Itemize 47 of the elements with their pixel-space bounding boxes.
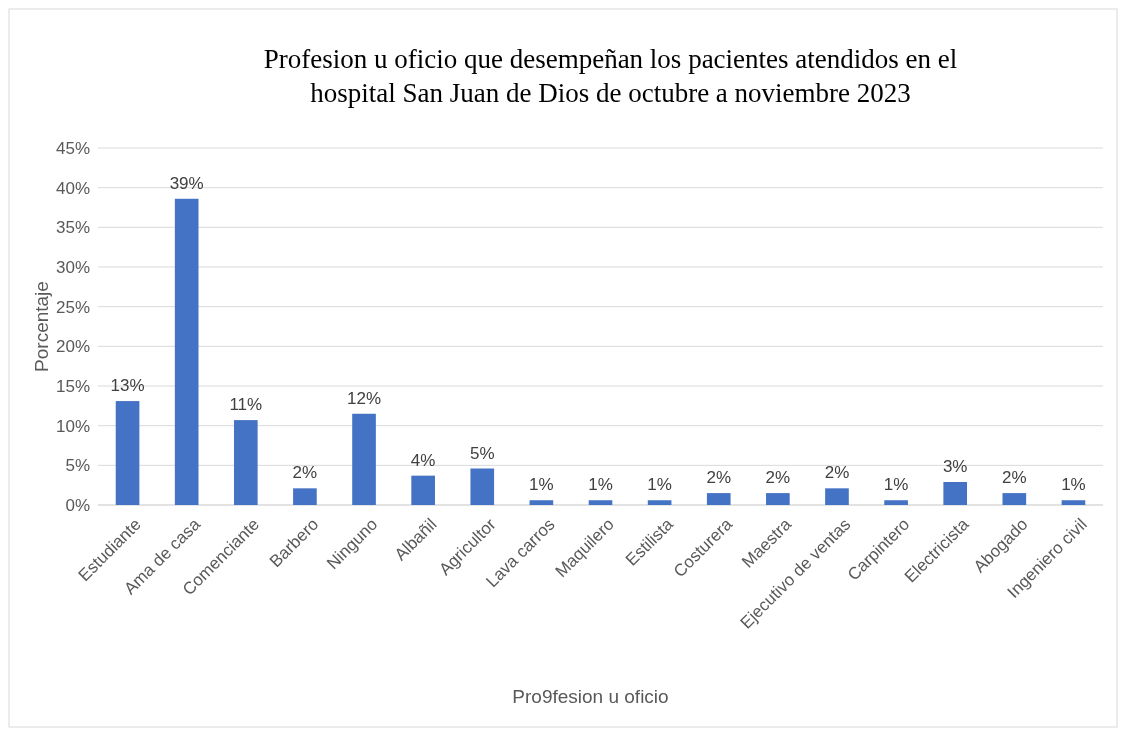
bar [174, 198, 199, 505]
y-axis-title: Porcentaje [31, 281, 52, 372]
y-tick-label: 5% [65, 456, 90, 476]
bar [647, 500, 672, 505]
x-axis-title: Pro9fesion u oficio [512, 686, 669, 707]
data-label: 1% [647, 475, 672, 495]
data-label: 1% [529, 475, 554, 495]
data-label: 13% [110, 376, 145, 396]
bar [706, 493, 731, 505]
y-tick-label: 10% [55, 416, 90, 436]
bar [529, 500, 554, 505]
data-label: 2% [765, 468, 791, 488]
bar [1061, 500, 1086, 505]
bar [411, 475, 435, 505]
bar [293, 488, 317, 505]
bar [352, 413, 376, 505]
y-tick-label: 35% [55, 218, 90, 238]
bar [115, 401, 140, 505]
data-label: 2% [1002, 468, 1027, 488]
data-label: 5% [469, 443, 495, 463]
y-tick-label: 15% [55, 376, 90, 396]
bar [1002, 493, 1027, 505]
bar [766, 493, 790, 505]
data-label: 1% [883, 475, 909, 495]
data-label: 2% [824, 463, 850, 483]
y-tick-label: 40% [55, 178, 90, 198]
chart-title: Profesion u oficio que desempeñan los pacientes atendidos en el hospital San Juan de Dios de octubre a noviembre 2023 [263, 44, 958, 108]
bar [588, 500, 613, 505]
data-label: 39% [169, 173, 204, 193]
y-tick-label: 20% [55, 337, 90, 357]
y-tick-label: 30% [55, 257, 90, 277]
data-label: 4% [410, 450, 436, 470]
data-label: 1% [1061, 475, 1086, 495]
data-label: 3% [942, 456, 968, 476]
bar [470, 468, 495, 505]
y-tick-label: 25% [55, 297, 90, 317]
bar [233, 420, 258, 505]
data-label: 11% [229, 395, 263, 415]
bar [825, 488, 849, 505]
y-tick-label: 45% [55, 138, 90, 158]
bar [884, 500, 908, 505]
y-tick-label: 0% [65, 495, 90, 515]
bar [943, 481, 968, 505]
data-label: 2% [292, 463, 318, 483]
data-label: 2% [706, 468, 732, 488]
data-label: 1% [588, 475, 613, 495]
data-label: 12% [347, 388, 382, 408]
